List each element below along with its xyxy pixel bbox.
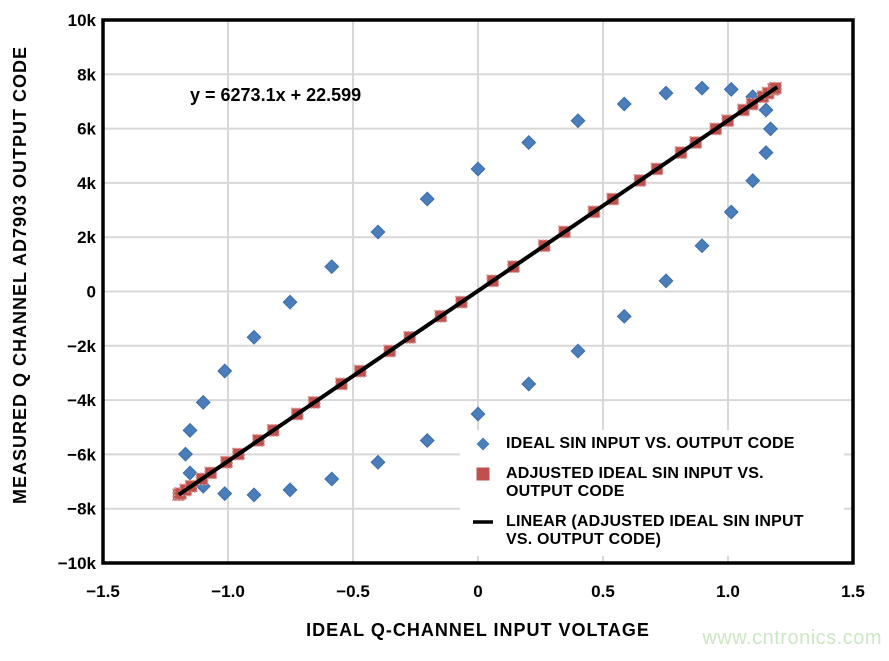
diamond-marker — [324, 259, 340, 275]
diamond-marker — [763, 121, 778, 137]
diamond-marker — [658, 85, 674, 101]
x-tick-label: −1.0 — [211, 582, 245, 601]
square-icon — [460, 465, 506, 483]
y-tick-label: −4k — [67, 391, 96, 410]
diamond-marker — [521, 135, 537, 151]
diamond-marker — [195, 394, 211, 410]
diamond-marker — [694, 238, 710, 254]
y-tick-label: 2k — [77, 228, 96, 247]
series-diamond — [178, 80, 778, 503]
y-tick-label: 0 — [87, 283, 96, 302]
diamond-marker — [616, 96, 632, 112]
x-tick-label: 1.0 — [716, 582, 740, 601]
legend-item-label: IDEAL SIN INPUT VS. OUTPUT CODE — [506, 435, 795, 452]
diamond-marker — [282, 482, 298, 498]
x-tick-label: −0.5 — [336, 582, 370, 601]
diamond-marker — [745, 173, 761, 189]
legend-item-adjusted: ADJUSTED IDEAL SIN INPUT VS. OUTPUT CODE — [460, 465, 844, 501]
diamond-marker — [470, 161, 486, 177]
diamond-marker — [370, 224, 386, 240]
y-tick-label: 10k — [68, 11, 97, 30]
diamond-marker — [324, 471, 340, 487]
legend-item-linear: LINEAR (ADJUSTED IDEAL SIN INPUT VS. OUT… — [460, 513, 844, 549]
legend-item-label: LINEAR (ADJUSTED IDEAL SIN INPUT VS. OUT… — [506, 513, 804, 548]
diamond-marker — [470, 406, 486, 422]
legend-item-ideal-sin: IDEAL SIN INPUT VS. OUTPUT CODE — [460, 435, 844, 453]
line-icon — [460, 513, 506, 531]
y-tick-label: 8k — [77, 65, 96, 84]
y-axis-title: MEASURED Q CHANNEL AD7903 OUTPUT CODE — [10, 45, 30, 505]
diamond-marker — [419, 191, 435, 207]
diamond-marker — [370, 454, 386, 470]
x-tick-label: 0 — [473, 582, 482, 601]
diamond-marker — [570, 343, 586, 359]
diamond-marker — [723, 204, 739, 220]
legend: IDEAL SIN INPUT VS. OUTPUT CODE ADJUSTED… — [460, 430, 844, 556]
series-none — [177, 85, 779, 497]
diamond-marker — [182, 422, 198, 438]
diamond-marker — [246, 487, 262, 503]
diamond-marker — [178, 446, 193, 462]
diamond-marker — [217, 486, 233, 502]
diamond-marker — [758, 145, 774, 161]
x-tick-label: 0.5 — [591, 582, 615, 601]
plot-frame — [101, 18, 855, 565]
linear-fit-line — [177, 85, 779, 497]
diamond-icon — [460, 435, 506, 453]
diamond-marker — [616, 308, 632, 324]
diamond-marker — [246, 329, 262, 345]
diamond-marker — [758, 102, 774, 118]
diamond-marker — [419, 432, 435, 448]
diamond-marker — [217, 363, 233, 379]
x-tick-label: −1.5 — [86, 582, 120, 601]
y-tick-labels: −10k −8k −6k −4k −2k 0 2k 4k 6k 8k 10k — [58, 11, 97, 573]
legend-item-label: ADJUSTED IDEAL SIN INPUT VS. OUTPUT CODE — [506, 465, 764, 500]
diamond-marker — [182, 465, 198, 481]
diamond-marker — [570, 113, 586, 129]
y-tick-label: −10k — [58, 554, 97, 573]
x-axis-title: IDEAL Q-CHANNEL INPUT VOLTAGE — [306, 620, 650, 640]
diamond-marker — [658, 273, 674, 289]
x-tick-labels: −1.5 −1.0 −0.5 0 0.5 1.0 1.5 — [86, 582, 865, 601]
y-tick-label: −6k — [67, 445, 96, 464]
equation-label: y = 6273.1x + 22.599 — [190, 85, 362, 105]
y-tick-label: 6k — [77, 120, 96, 139]
diamond-marker — [723, 81, 739, 97]
watermark: www.cntronics.com — [702, 627, 882, 649]
diamond-marker — [282, 294, 298, 310]
x-tick-label: 1.5 — [841, 582, 865, 601]
y-tick-label: 4k — [77, 174, 96, 193]
y-tick-label: −2k — [67, 337, 96, 356]
diamond-marker — [694, 80, 710, 96]
diamond-marker — [521, 376, 537, 392]
y-tick-label: −8k — [67, 500, 96, 519]
